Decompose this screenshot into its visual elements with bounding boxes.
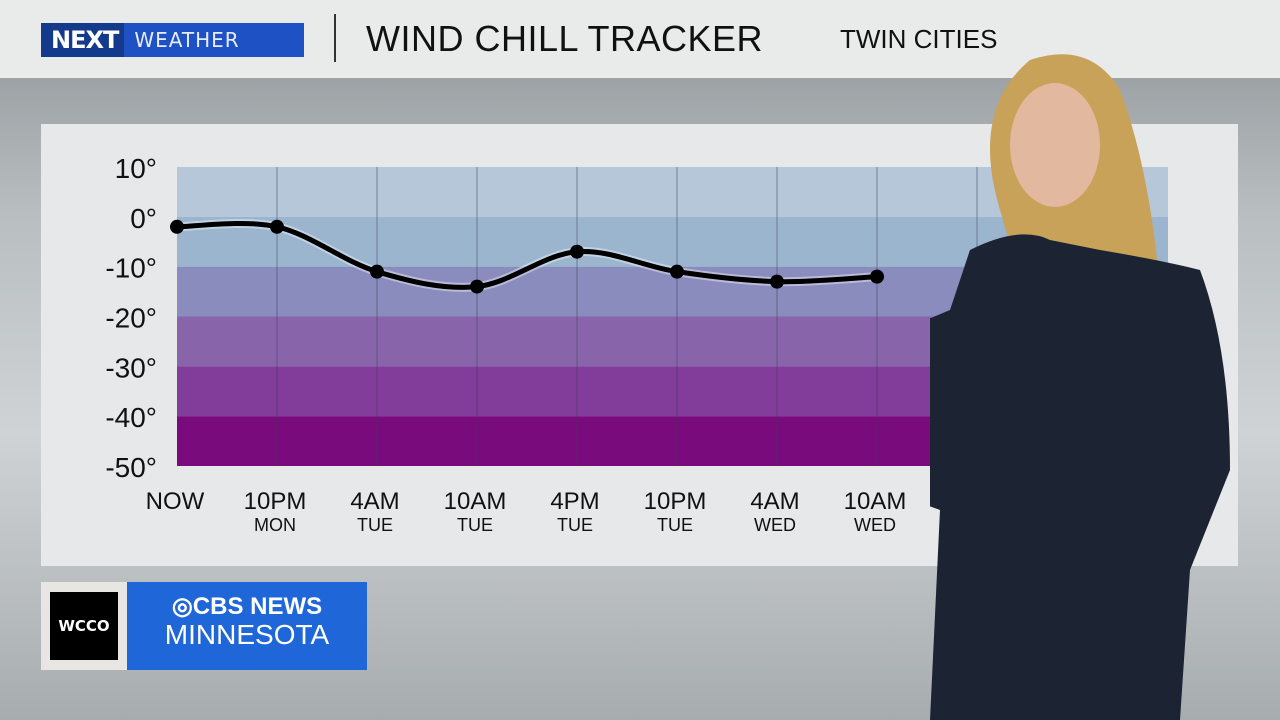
x-tick-day: TUE: [657, 515, 693, 535]
x-tick-day: TUE: [357, 515, 393, 535]
wcco-logo: WCCO: [41, 582, 127, 670]
next-weather-logo: NEXT WEATHER: [41, 23, 304, 57]
series-line: [176, 220, 878, 290]
cbs-news-text: ◎CBS NEWS: [171, 593, 323, 620]
y-tick-label: -20°: [105, 303, 157, 334]
y-tick-label: 0°: [130, 203, 157, 234]
location-label: TWIN CITIES: [840, 24, 998, 54]
y-tick-label: -10°: [105, 253, 157, 284]
header-divider: [334, 14, 336, 62]
x-tick-time: 4PM: [550, 488, 599, 515]
logo-next-text: NEXT: [41, 23, 125, 57]
data-point: [170, 219, 184, 234]
x-tick-time: 4AM: [750, 488, 799, 515]
x-tick-day: TUE: [557, 515, 593, 535]
y-tick-label: -30°: [105, 352, 157, 383]
data-point: [570, 244, 584, 259]
station-branding: WCCO ◎CBS NEWS MINNESOTA: [41, 582, 367, 670]
network-name: CBS NEWS: [192, 593, 323, 620]
data-point: [370, 264, 384, 279]
data-point: [770, 274, 784, 289]
x-tick-day: WED: [754, 515, 796, 535]
x-tick-day: MON: [254, 515, 296, 535]
x-tick-time: 10PM: [244, 488, 307, 515]
presenter: [930, 54, 1230, 720]
data-point: [670, 264, 684, 279]
y-tick-label: 10°: [115, 153, 157, 184]
header-bar: NEXT WEATHER WIND CHILL TRACKER TWIN CIT…: [0, 0, 1280, 78]
data-point: [270, 219, 284, 234]
x-tick-time: 4AM: [350, 488, 399, 515]
data-point: [470, 279, 484, 294]
y-tick-label: -50°: [105, 452, 157, 483]
y-tick-label: -40°: [105, 402, 157, 433]
cbs-news-minnesota-logo: ◎CBS NEWS MINNESOTA: [127, 582, 367, 670]
x-tick-day: TUE: [457, 515, 493, 535]
x-tick-day: WED: [854, 515, 896, 535]
x-tick-time: 10PM: [644, 488, 707, 515]
data-point: [870, 269, 884, 284]
wcco-text: WCCO: [50, 592, 118, 660]
logo-weather-text: WEATHER: [134, 28, 240, 52]
region-name: MINNESOTA: [164, 619, 330, 650]
x-tick-time: 10AM: [844, 488, 907, 515]
page-title: WIND CHILL TRACKER: [366, 18, 764, 59]
x-tick-time: NOW: [146, 488, 205, 515]
x-tick-time: 10AM: [444, 488, 507, 515]
